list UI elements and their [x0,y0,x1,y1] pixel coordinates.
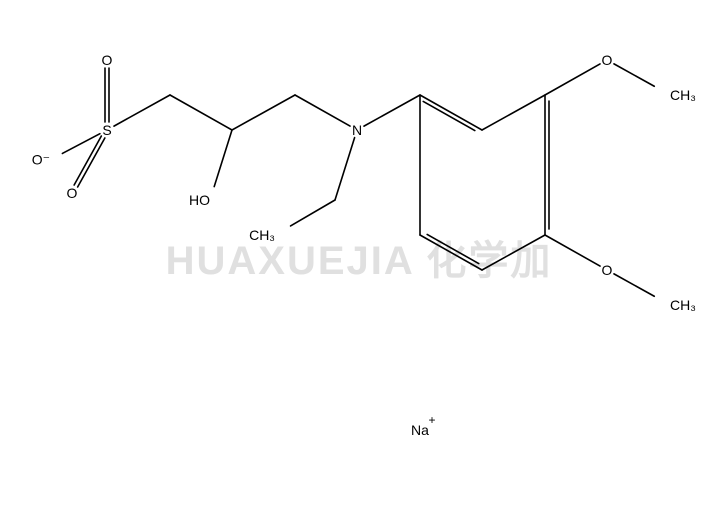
atom-CM1: CH₃ [670,87,696,103]
atom-S: S [102,122,111,138]
atom-O2: O⁻ [32,152,50,169]
atom-O3: O [67,185,78,201]
atom-Na: Na [411,422,429,438]
atom-OM1: O [602,52,613,68]
atom-OM2: O [602,262,613,278]
atom-O1: O [102,52,113,68]
atom-CE2: CH₃ [249,227,275,243]
atom-OH: HO [189,192,210,208]
bond-layer [62,64,654,296]
atom-N: N [352,122,362,138]
chemical-structure-canvas [0,0,718,514]
atom-CM2: CH₃ [670,297,696,313]
charge-Na: + [428,413,435,427]
